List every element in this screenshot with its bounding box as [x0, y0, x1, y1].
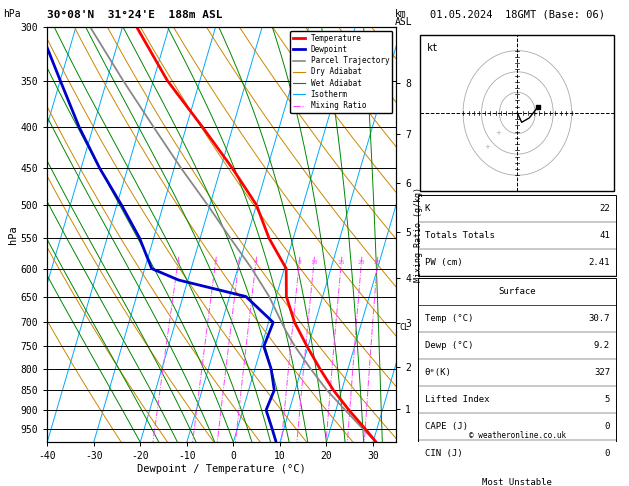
Text: Dewp (°C): Dewp (°C) — [425, 341, 473, 350]
Text: +: + — [496, 130, 501, 136]
Text: 22: 22 — [599, 204, 610, 213]
Legend: Temperature, Dewpoint, Parcel Trajectory, Dry Adiabat, Wet Adiabat, Isotherm, Mi: Temperature, Dewpoint, Parcel Trajectory… — [290, 31, 392, 113]
Text: CIN (J): CIN (J) — [425, 449, 462, 458]
Text: 30°08'N  31°24'E  188m ASL: 30°08'N 31°24'E 188m ASL — [47, 10, 223, 20]
Text: 8: 8 — [298, 260, 301, 265]
Text: 5: 5 — [604, 395, 610, 404]
Y-axis label: hPa: hPa — [8, 225, 18, 244]
Text: θᵉ(K): θᵉ(K) — [425, 368, 452, 377]
Text: 0: 0 — [604, 449, 610, 458]
Text: CAPE (J): CAPE (J) — [425, 422, 467, 431]
Text: Surface: Surface — [499, 287, 536, 296]
Text: 3: 3 — [237, 260, 241, 265]
Text: 30.7: 30.7 — [589, 314, 610, 323]
Text: 10: 10 — [310, 260, 318, 265]
Bar — [418, 195, 616, 276]
Bar — [420, 35, 615, 191]
Text: 25: 25 — [374, 260, 381, 265]
Text: 2: 2 — [214, 260, 218, 265]
Text: 4: 4 — [254, 260, 258, 265]
Text: +: + — [484, 144, 491, 150]
Text: km: km — [394, 9, 406, 19]
Text: PW (cm): PW (cm) — [425, 258, 462, 267]
Text: 2.41: 2.41 — [589, 258, 610, 267]
Text: 15: 15 — [338, 260, 345, 265]
Text: © weatheronline.co.uk: © weatheronline.co.uk — [469, 431, 566, 440]
Text: 9.2: 9.2 — [594, 341, 610, 350]
Text: hPa: hPa — [3, 9, 21, 19]
Y-axis label: Mixing Ratio (g/kg): Mixing Ratio (g/kg) — [414, 187, 423, 282]
Text: K: K — [425, 204, 430, 213]
Text: 327: 327 — [594, 368, 610, 377]
X-axis label: Dewpoint / Temperature (°C): Dewpoint / Temperature (°C) — [137, 464, 306, 474]
Bar — [418, 278, 616, 467]
Text: 0: 0 — [604, 422, 610, 431]
Text: Temp (°C): Temp (°C) — [425, 314, 473, 323]
Text: Totals Totals: Totals Totals — [425, 231, 494, 240]
Text: kt: kt — [426, 43, 438, 53]
Text: Most Unstable: Most Unstable — [482, 478, 552, 486]
Bar — [418, 469, 616, 486]
Text: 1: 1 — [176, 260, 180, 265]
Text: 20: 20 — [358, 260, 365, 265]
Text: ASL: ASL — [394, 17, 412, 27]
Text: 41: 41 — [599, 231, 610, 240]
Text: 01.05.2024  18GMT (Base: 06): 01.05.2024 18GMT (Base: 06) — [430, 9, 604, 19]
Text: Lifted Index: Lifted Index — [425, 395, 489, 404]
Text: CL: CL — [400, 323, 409, 332]
